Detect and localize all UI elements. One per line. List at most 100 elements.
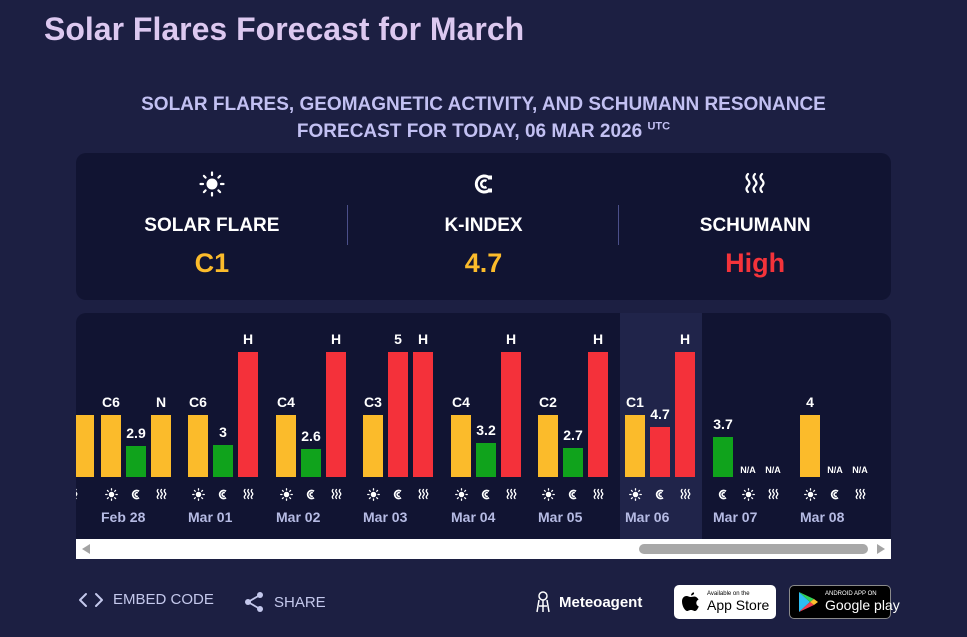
sun-icon — [366, 487, 380, 501]
bar-k-mar-04 — [476, 443, 496, 477]
bar-label-partial: H — [76, 394, 79, 410]
bar-k-mar-06 — [650, 427, 670, 477]
bar-schumann-mar-06 — [675, 352, 695, 477]
sun-icon — [199, 171, 225, 197]
bar-flare-mar-01 — [188, 415, 208, 477]
day-label: Mar 08 — [800, 509, 845, 525]
wave-icon — [504, 487, 518, 501]
scroll-thumb[interactable] — [639, 544, 868, 554]
sun-icon — [454, 487, 468, 501]
divider — [618, 205, 620, 245]
summary-schumann: SCHUMANN High — [619, 153, 891, 300]
embed-code-label: EMBED CODE — [113, 591, 214, 608]
magnet-icon — [479, 487, 493, 501]
solar-flare-label: SOLAR FLARE — [144, 215, 280, 236]
share-label: SHARE — [274, 593, 326, 611]
wave-icon — [416, 487, 430, 501]
bar-label-k: 4.7 — [650, 406, 670, 422]
bar-label-flare: C6 — [102, 394, 120, 410]
summary-panel: SOLAR FLARE C1 K-INDEX 4.7 SCHUMANN High — [76, 153, 891, 300]
bar-label-flare: C4 — [277, 394, 295, 410]
bar-label-k: 2.7 — [563, 427, 583, 443]
magnet-icon — [471, 171, 497, 197]
bar-schumann-partial — [76, 415, 94, 477]
wave-icon — [76, 487, 79, 501]
bar-flare-mar-05 — [538, 415, 558, 477]
meteoagent-brand[interactable]: Meteoagent — [535, 590, 642, 614]
page-title: Solar Flares Forecast for March — [44, 11, 525, 47]
app-store-badge[interactable]: Available on the App Store — [674, 585, 776, 619]
app-store-small: Available on the — [707, 591, 750, 597]
app-store-big: App Store — [707, 597, 770, 613]
magnet-icon — [566, 487, 580, 501]
divider — [346, 205, 348, 245]
sun-icon — [628, 487, 642, 501]
share-icon — [243, 591, 265, 613]
bar-label-flare: C4 — [452, 394, 470, 410]
bar-label-flare: N/A — [740, 465, 756, 475]
magnet-icon — [828, 487, 842, 501]
subtitle-line-2: FORECAST FOR TODAY, 06 MAR 2026 UTC — [296, 120, 671, 142]
magnet-icon — [653, 487, 667, 501]
wave-icon — [766, 487, 780, 501]
scroll-left-arrow-icon[interactable] — [82, 544, 90, 554]
google-play-badge[interactable]: ANDROID APP ON Google play — [789, 585, 900, 619]
code-icon — [78, 592, 104, 608]
play-icon — [798, 591, 818, 613]
magnet-icon — [129, 487, 143, 501]
scroll-right-arrow-icon[interactable] — [877, 544, 885, 554]
wave-icon — [241, 487, 255, 501]
schumann-label: SCHUMANN — [699, 215, 811, 236]
summary-kindex: K-INDEX 4.7 — [348, 153, 620, 300]
wave-icon — [154, 487, 168, 501]
bar-label-k: 2.9 — [126, 425, 146, 441]
bar-label-schumann: H — [242, 331, 254, 347]
kindex-label: K-INDEX — [444, 215, 523, 236]
chart-scrollbar[interactable] — [76, 539, 891, 559]
bar-k-mar-03 — [388, 352, 408, 477]
forecast-subtitle: SOLAR FLARES, GEOMAGNETIC ACTIVITY, AND … — [0, 91, 967, 145]
google-play-small: ANDROID APP ON — [825, 591, 877, 597]
wave-icon — [591, 487, 605, 501]
bar-flare-mar-02 — [276, 415, 296, 477]
person-icon — [535, 590, 551, 614]
magnet-icon — [391, 487, 405, 501]
bar-schumann-feb-28 — [151, 415, 171, 477]
bar-label-k: 3.2 — [476, 422, 496, 438]
bar-flare-mar-04 — [451, 415, 471, 477]
bar-label-schumann: N/A — [765, 465, 781, 475]
day-label: Mar 06 — [625, 509, 670, 525]
bar-label-schumann: N/A — [852, 465, 868, 475]
magnet-icon — [716, 487, 730, 501]
embed-code-link[interactable]: EMBED CODE — [78, 591, 214, 608]
bar-label-k: N/A — [827, 465, 843, 475]
bar-label-schumann: H — [330, 331, 342, 347]
schumann-value: High — [725, 248, 786, 278]
bar-label-k: 3 — [219, 424, 227, 440]
bar-k-feb-28 — [126, 446, 146, 477]
day-label: Mar 05 — [538, 509, 583, 525]
bar-schumann-mar-02 — [326, 352, 346, 477]
day-label: Mar 04 — [451, 509, 496, 525]
bar-label-schumann: N — [155, 394, 167, 410]
bar-label-k: 3.7 — [713, 416, 733, 432]
wave-icon — [853, 487, 867, 501]
bar-label-flare: C6 — [189, 394, 207, 410]
day-label: Mar 03 — [363, 509, 408, 525]
day-label: Mar 07 — [713, 509, 758, 525]
share-link[interactable]: SHARE — [243, 591, 326, 613]
bar-schumann-mar-01 — [238, 352, 258, 477]
timezone-label: UTC — [647, 120, 671, 133]
bar-schumann-mar-03 — [413, 352, 433, 477]
sun-icon — [279, 487, 293, 501]
apple-icon — [682, 592, 700, 612]
bar-label-schumann: H — [417, 331, 429, 347]
bar-k-mar-07 — [713, 437, 733, 477]
magnet-icon — [304, 487, 318, 501]
bar-k-mar-02 — [301, 449, 321, 477]
sun-icon — [741, 487, 755, 501]
sun-icon — [803, 487, 817, 501]
sun-icon — [104, 487, 118, 501]
bar-flare-mar-08 — [800, 415, 820, 477]
